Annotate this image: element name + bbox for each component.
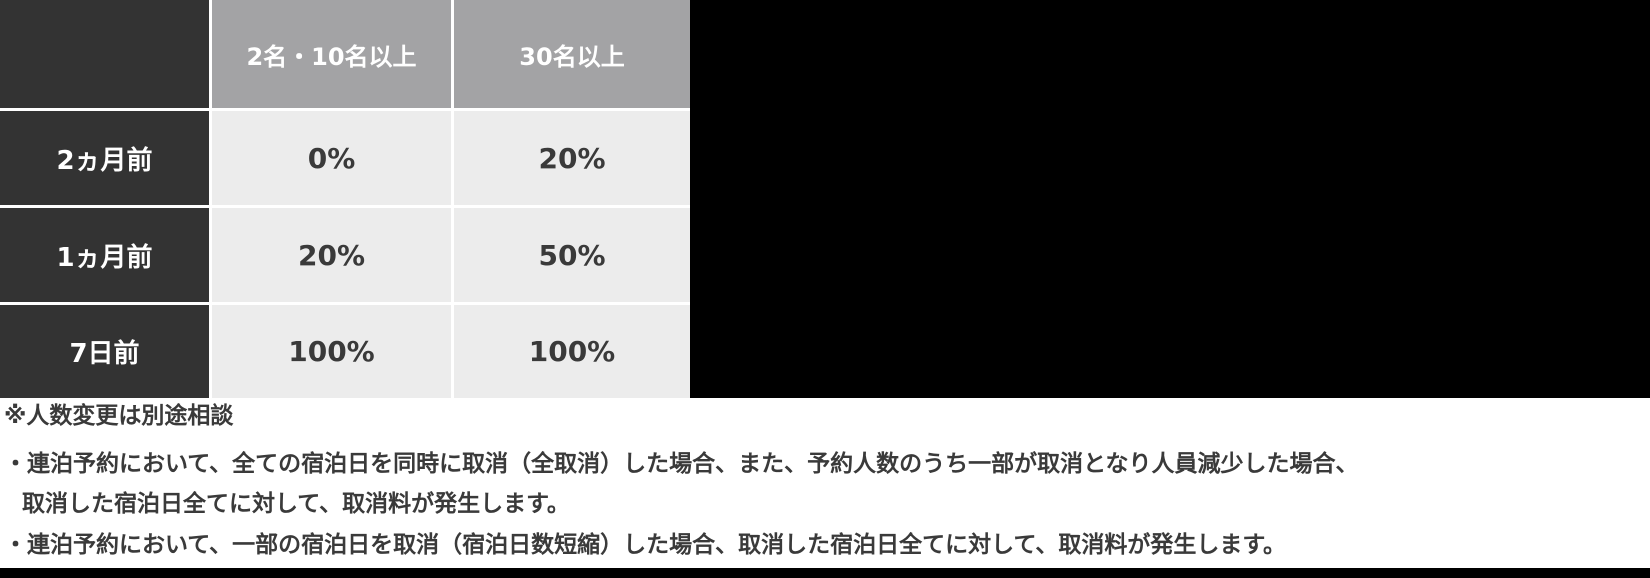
note-full-cancellation-line2: 取消した宿泊日全てに対して、取消料が発生します。 xyxy=(22,491,570,517)
column-header-30-guests: 30名以上 xyxy=(454,0,690,108)
black-background-bottom-strip xyxy=(0,568,1650,578)
fee-cell-7days-large-group: 100% xyxy=(454,305,690,398)
column-header-2-10-guests: 2名・10名以上 xyxy=(212,0,451,108)
row-header-2-months-before: 2ヵ月前 xyxy=(0,111,209,205)
note-full-cancellation-line1: ・連泊予約において、全ての宿泊日を同時に取消（全取消）した場合、また、予約人数の… xyxy=(4,451,1359,477)
fee-cell-2months-large-group: 20% xyxy=(454,111,690,205)
cancellation-fee-table: 2名・10名以上 30名以上 2ヵ月前 0% 20% 1ヵ月前 20% 50% … xyxy=(0,0,690,398)
fee-cell-1month-large-group: 50% xyxy=(454,208,690,302)
row-header-1-month-before: 1ヵ月前 xyxy=(0,208,209,302)
fee-cell-7days-small-group: 100% xyxy=(212,305,451,398)
note-partial-cancellation: ・連泊予約において、一部の宿泊日を取消（宿泊日数短縮）した場合、取消した宿泊日全… xyxy=(4,532,1287,558)
black-background-right-panel xyxy=(690,0,1650,398)
note-capacity-change: ※人数変更は別途相談 xyxy=(4,403,234,429)
fee-cell-2months-small-group: 0% xyxy=(212,111,451,205)
table-corner-cell xyxy=(0,0,209,108)
row-header-7-days-before: 7日前 xyxy=(0,305,209,398)
fee-cell-1month-small-group: 20% xyxy=(212,208,451,302)
